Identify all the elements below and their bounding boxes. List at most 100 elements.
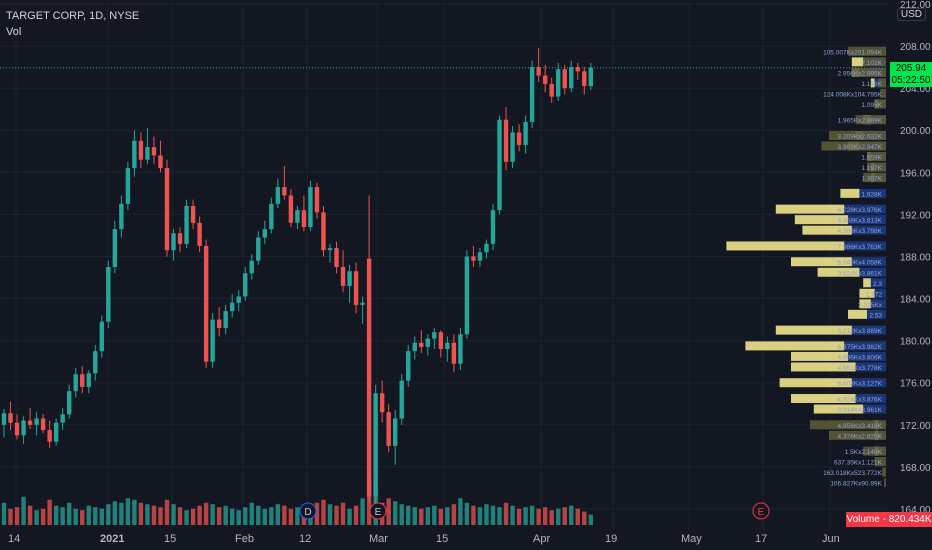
candle-body <box>158 155 163 169</box>
vp-row-label: 4.996Kx3.806K <box>838 354 883 361</box>
volume-bar <box>360 498 365 525</box>
symbol-header[interactable]: TARGET CORP, 1D, NYSE <box>6 10 140 22</box>
candle-body <box>164 168 170 251</box>
volume-bar <box>27 505 33 525</box>
vp-row-label: 105.007Kx201.094K <box>823 49 883 56</box>
earnings-label: E <box>375 507 382 518</box>
candle-body <box>588 67 593 87</box>
candle-body <box>582 71 587 87</box>
volume-bar <box>471 505 476 525</box>
candle-body <box>8 413 13 423</box>
volume-bar <box>516 508 522 525</box>
volume-bar <box>542 507 548 525</box>
vp-up-segment <box>851 225 886 235</box>
volume-bar <box>40 508 46 525</box>
time-axis[interactable]: 14 2021 15 Feb 12 Mar 15 Apr 19 May 17 Jun <box>8 533 840 545</box>
candle-body <box>223 311 228 329</box>
vp-row-label: 1.659K <box>861 155 882 162</box>
dividend-marker[interactable] <box>299 502 317 520</box>
candle-body <box>497 119 502 211</box>
vp-down-segment <box>779 378 852 388</box>
volume-bar <box>158 507 163 525</box>
volume-bar <box>99 508 104 525</box>
candle-body <box>353 271 359 305</box>
vp-up-segment <box>844 341 886 351</box>
volume-bar <box>275 504 281 525</box>
price-tick-label: 200.00 <box>900 126 931 137</box>
vp-outside-segment <box>863 173 886 183</box>
vp-outside-segment <box>863 57 886 67</box>
vp-row-label: 2.015Kx <box>858 302 883 309</box>
volume-bar <box>523 507 528 525</box>
price-tick-label: 196.00 <box>900 168 931 179</box>
candle-body <box>569 67 574 89</box>
volume-bar <box>236 510 241 525</box>
time-tick-label: 14 <box>8 533 20 545</box>
candle-body <box>256 237 261 261</box>
vp-up-segment <box>851 325 886 335</box>
vp-up-segment <box>867 309 886 319</box>
candle-body <box>575 67 580 72</box>
volume-bar <box>230 508 235 525</box>
volume-bar <box>432 505 437 525</box>
vp-outside-segment <box>867 162 886 172</box>
time-tick-label: Jun <box>822 533 840 545</box>
candle-body <box>419 342 424 347</box>
earnings-marker[interactable] <box>369 502 387 520</box>
volume-bar <box>14 507 20 525</box>
candle-body <box>27 420 33 425</box>
candle-body <box>236 296 241 303</box>
volume-bar <box>223 505 228 525</box>
volume-bar <box>458 498 463 525</box>
candle-body <box>21 420 26 436</box>
price-axis[interactable]: 164.00 168.00 172.00 176.00 180.00 184.00 188.… <box>900 0 931 516</box>
volume-bar <box>477 507 483 525</box>
candle-body <box>243 273 248 297</box>
vp-row-label: 7.101K <box>861 60 882 67</box>
vp-down-segment <box>745 341 845 351</box>
vp-down-segment <box>817 267 860 277</box>
future-earnings-label: E <box>758 507 765 518</box>
candle-body <box>425 338 430 347</box>
candle-body <box>529 67 535 122</box>
currency-label[interactable]: USD <box>896 8 926 21</box>
volume-bar <box>327 504 333 525</box>
volume-bar <box>353 505 359 525</box>
volume-bar <box>438 508 444 525</box>
volume-histogram <box>1 479 593 525</box>
volume-bar <box>73 508 78 525</box>
dividend-label: D <box>304 507 311 518</box>
volume-bar <box>529 505 535 525</box>
volume-bar <box>588 514 593 525</box>
candle-body <box>184 205 189 244</box>
vp-row-label: 3.209Kx2.632K <box>838 134 883 141</box>
volume-bar <box>60 507 65 525</box>
volume-bar <box>406 505 411 525</box>
volume-bar <box>334 505 339 525</box>
time-tick-label: Mar <box>369 533 388 545</box>
vp-up-segment <box>855 362 886 372</box>
volume-bar <box>464 502 470 525</box>
candle-body <box>445 342 450 350</box>
volume-indicator-title[interactable]: Vol <box>6 26 22 38</box>
vp-down-segment <box>859 288 875 298</box>
candle-body <box>386 412 391 446</box>
future-earnings-marker[interactable] <box>752 502 770 520</box>
vp-down-segment <box>775 325 852 335</box>
vp-up-segment <box>859 267 886 277</box>
candle-body <box>99 321 104 352</box>
vp-up-segment <box>851 378 886 388</box>
vp-outside-segment <box>855 115 886 125</box>
vp-outside-segment <box>874 457 886 467</box>
candle-body <box>203 245 209 362</box>
vp-down-segment <box>840 188 860 198</box>
volume-bar <box>445 507 450 525</box>
candle-body <box>216 319 222 329</box>
time-tick-label: May <box>681 533 702 545</box>
vp-outside-segment <box>882 467 886 477</box>
volume-bar <box>510 505 515 525</box>
time-tick-label: Feb <box>235 533 254 545</box>
vp-up-segment <box>848 351 886 361</box>
candle-body <box>295 210 300 223</box>
